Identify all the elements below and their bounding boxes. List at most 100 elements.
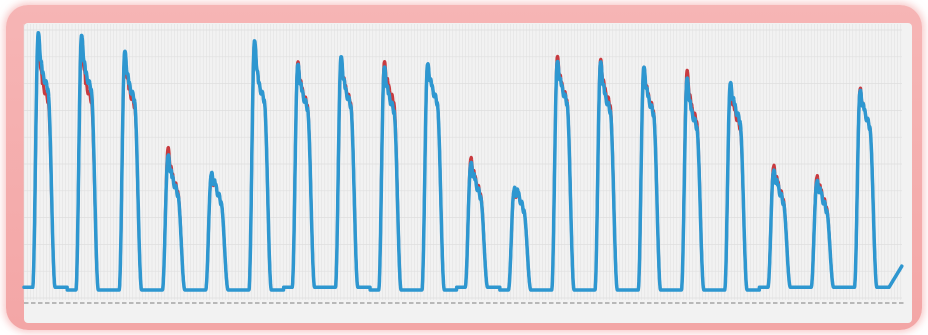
x-tick-mark — [570, 302, 575, 304]
x-tick-mark — [528, 302, 533, 304]
x-tick-mark — [129, 302, 134, 304]
x-tick-mark — [353, 302, 358, 304]
x-tick-mark — [766, 302, 771, 304]
x-tick-mark — [521, 302, 526, 304]
x-tick-mark — [206, 302, 211, 304]
x-tick-mark — [290, 302, 295, 304]
x-tick-mark — [360, 302, 365, 304]
x-tick-mark — [836, 302, 841, 304]
x-tick-mark — [59, 302, 64, 304]
x-tick-mark — [864, 302, 869, 304]
x-tick-mark — [269, 302, 274, 304]
x-tick-mark — [654, 302, 659, 304]
x-tick-mark — [752, 302, 757, 304]
x-tick-mark — [150, 302, 155, 304]
x-tick-mark — [367, 302, 372, 304]
x-tick-mark — [577, 302, 582, 304]
x-tick-mark — [304, 302, 309, 304]
x-tick-mark — [815, 302, 820, 304]
x-tick-mark — [843, 302, 848, 304]
x-tick-mark — [500, 302, 505, 304]
x-tick-mark — [381, 302, 386, 304]
x-tick-mark — [213, 302, 218, 304]
x-tick-mark — [164, 302, 169, 304]
x-tick-mark — [640, 302, 645, 304]
x-tick-mark — [157, 302, 162, 304]
x-tick-mark — [605, 302, 610, 304]
x-tick-mark — [66, 302, 71, 304]
x-tick-mark — [395, 302, 400, 304]
x-tick-mark — [220, 302, 225, 304]
x-tick-mark — [626, 302, 631, 304]
x-tick-mark — [171, 302, 176, 304]
x-tick-mark — [248, 302, 253, 304]
x-tick-mark — [556, 302, 561, 304]
x-tick-mark — [423, 302, 428, 304]
x-tick-mark — [745, 302, 750, 304]
series-b-line — [22, 31, 904, 292]
x-tick-mark — [94, 302, 99, 304]
x-tick-mark — [675, 302, 680, 304]
x-tick-mark — [178, 302, 183, 304]
x-tick-mark — [514, 302, 519, 304]
x-tick-mark — [689, 302, 694, 304]
x-tick-mark — [822, 302, 827, 304]
x-tick-mark — [535, 302, 540, 304]
x-tick-mark — [192, 302, 197, 304]
x-tick-mark — [346, 302, 351, 304]
chart-frame — [6, 5, 922, 330]
x-tick-mark — [507, 302, 512, 304]
x-tick-mark — [472, 302, 477, 304]
x-tick-mark — [591, 302, 596, 304]
x-tick-mark — [759, 302, 764, 304]
x-tick-mark — [31, 302, 36, 304]
x-tick-mark — [241, 302, 246, 304]
x-tick-mark — [143, 302, 148, 304]
x-tick-mark — [780, 302, 785, 304]
x-tick-mark — [122, 302, 127, 304]
x-tick-mark — [612, 302, 617, 304]
x-tick-mark — [899, 302, 904, 304]
x-tick-mark — [297, 302, 302, 304]
x-tick-mark — [563, 302, 568, 304]
x-tick-mark — [409, 302, 414, 304]
x-tick-mark — [332, 302, 337, 304]
x-tick-mark — [871, 302, 876, 304]
x-tick-mark — [339, 302, 344, 304]
x-tick-mark — [101, 302, 106, 304]
x-tick-mark — [199, 302, 204, 304]
x-tick-mark — [430, 302, 435, 304]
x-tick-mark — [542, 302, 547, 304]
x-tick-mark — [619, 302, 624, 304]
x-tick-mark — [857, 302, 862, 304]
x-tick-mark — [710, 302, 715, 304]
x-tick-mark — [451, 302, 456, 304]
x-tick-mark — [892, 302, 897, 304]
x-tick-mark — [486, 302, 491, 304]
x-tick-mark — [773, 302, 778, 304]
x-tick-mark — [416, 302, 421, 304]
x-tick-mark — [311, 302, 316, 304]
x-tick-mark — [787, 302, 792, 304]
x-tick-mark — [458, 302, 463, 304]
x-tick-mark — [598, 302, 603, 304]
x-tick-mark — [136, 302, 141, 304]
x-tick-mark — [465, 302, 470, 304]
x-tick-mark — [668, 302, 673, 304]
x-tick-mark — [829, 302, 834, 304]
x-tick-mark — [374, 302, 379, 304]
x-tick-mark — [661, 302, 666, 304]
x-tick-mark — [73, 302, 78, 304]
x-tick-labels — [24, 302, 904, 304]
x-tick-mark — [437, 302, 442, 304]
x-tick-mark — [318, 302, 323, 304]
x-tick-mark — [647, 302, 652, 304]
x-tick-mark — [402, 302, 407, 304]
x-tick-mark — [724, 302, 729, 304]
x-tick-mark — [808, 302, 813, 304]
x-tick-mark — [115, 302, 120, 304]
x-tick-mark — [444, 302, 449, 304]
x-tick-mark — [850, 302, 855, 304]
x-tick-mark — [794, 302, 799, 304]
